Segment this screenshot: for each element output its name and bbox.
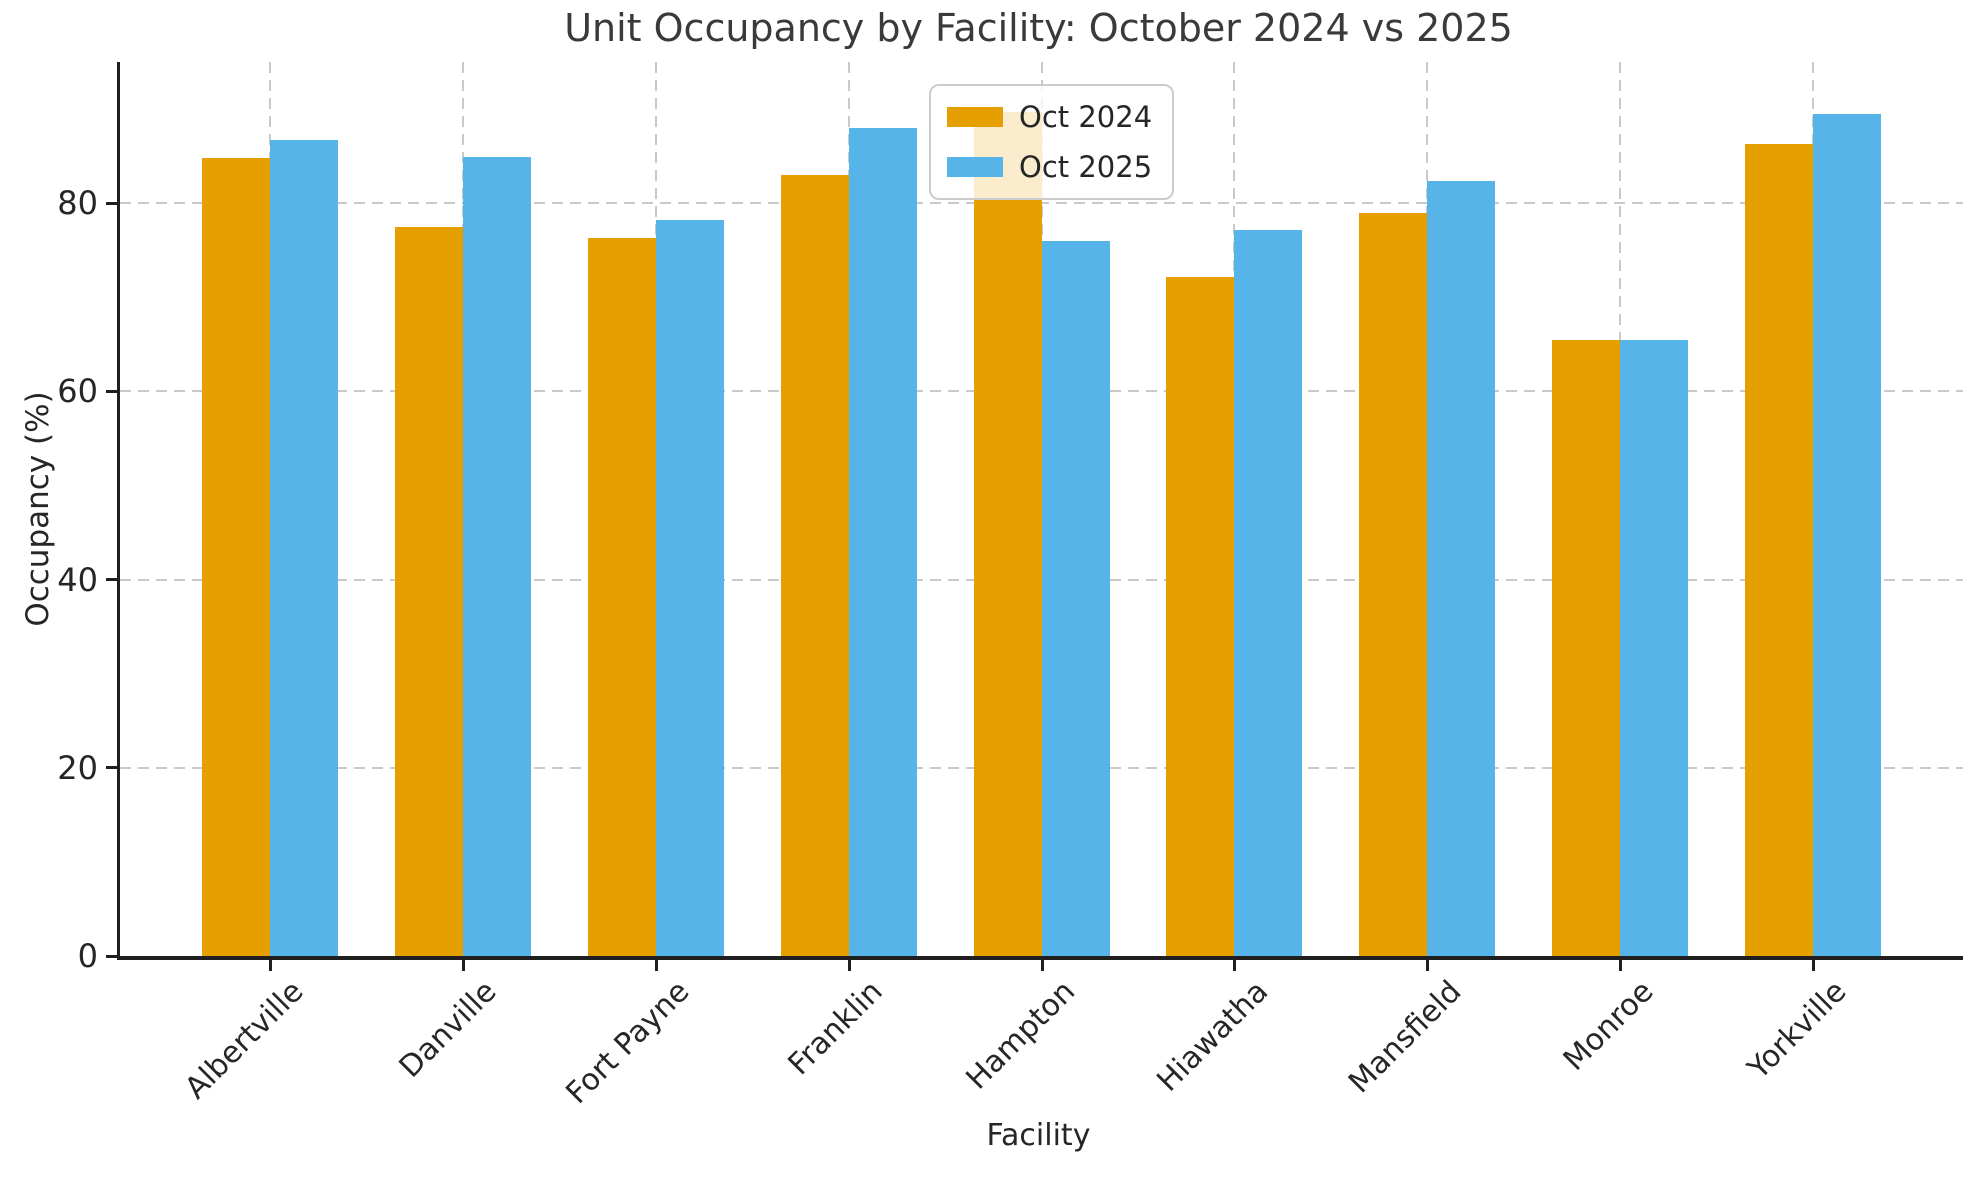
bar-oct-2024-hampton: [973, 111, 1042, 956]
x-tick-mark-hiawatha: [1233, 960, 1237, 971]
y-axis-label: Occupancy (%): [20, 391, 56, 627]
y-tick-mark-40: [106, 578, 117, 582]
bar-oct-2025-albertville: [270, 140, 338, 956]
bar-oct-2024-albertville: [202, 158, 270, 956]
bars-layer: Albertville Danville Fort Payne Franklin Ham…: [120, 62, 1963, 1111]
bar-group-yorkville: Yorkville: [1742, 62, 1881, 1086]
y-tick-mark-60: [106, 389, 117, 393]
legend-label-oct-2025: Oct 2025: [1019, 150, 1153, 184]
plot-area: 0 20 40 60 80 Albertville Danville Fort Payne Fr…: [57, 62, 1963, 1111]
legend: Oct 2024 Oct 2025: [929, 84, 1175, 200]
x-tick-mark-danville: [461, 960, 465, 971]
bar-group-hampton: Hampton: [960, 62, 1110, 1097]
x-tick-mark-albertville: [269, 960, 272, 971]
bar-oct-2024-fort-payne: [587, 237, 656, 956]
x-tick-label-fort-payne: Fort Payne: [559, 974, 697, 1111]
legend-label-oct-2024: Oct 2024: [1019, 100, 1153, 134]
x-tick-mark-franklin: [847, 960, 851, 971]
x-tick-mark-mansfield: [1426, 960, 1430, 971]
bar-group-albertville: Albertville: [179, 62, 338, 1106]
legend-swatch-oct-2024: [947, 107, 1003, 127]
bar-oct-2025-danville: [462, 157, 531, 956]
bar-group-franklin: Franklin: [780, 62, 917, 1082]
bar-oct-2024-hiawatha: [1166, 276, 1235, 956]
x-tick-mark-monroe: [1619, 960, 1623, 971]
x-tick-mark-fort-payne: [654, 960, 658, 971]
y-tick-mark-0: [106, 954, 117, 958]
bar-group-mansfield: Mansfield: [1342, 62, 1496, 1100]
bar-oct-2025-hiawatha: [1234, 230, 1303, 956]
x-tick-label-franklin: Franklin: [781, 974, 890, 1083]
bar-oct-2024-yorkville: [1745, 143, 1813, 956]
chart-title: Unit Occupancy by Facility: October 2024…: [564, 6, 1513, 50]
x-tick-label-monroe: Monroe: [1557, 974, 1661, 1078]
y-tick-label-20: 20: [57, 748, 98, 787]
y-tick-mark-80: [106, 201, 117, 205]
bar-oct-2025-franklin: [848, 127, 917, 956]
x-tick-label-danville: Danville: [392, 974, 504, 1085]
x-axis-label: Facility: [986, 1118, 1091, 1153]
bar-oct-2025-fort-payne: [655, 220, 724, 956]
x-tick-label-hiawatha: Hiawatha: [1150, 974, 1276, 1099]
y-tick-label-60: 60: [57, 372, 98, 411]
bar-oct-2025-yorkville: [1813, 113, 1881, 956]
bar-oct-2024-monroe: [1552, 339, 1621, 956]
legend-entry-oct-2024: Oct 2024: [947, 100, 1152, 134]
y-tick-mark-20: [106, 766, 117, 770]
bar-group-hiawatha: Hiawatha: [1150, 62, 1303, 1099]
x-tick-label-yorkville: Yorkville: [1741, 974, 1854, 1087]
bar-oct-2025-mansfield: [1427, 180, 1496, 956]
bar-oct-2025-monroe: [1620, 339, 1689, 956]
y-tick-label-40: 40: [57, 560, 98, 599]
x-tick-label-hampton: Hampton: [959, 974, 1083, 1097]
bar-group-danville: Danville: [393, 62, 531, 1085]
bar-group-fort-payne: Fort Payne: [560, 62, 724, 1111]
bar-group-monroe: Monroe: [1552, 62, 1689, 1078]
y-tick-label-0: 0: [77, 937, 98, 975]
x-tick-label-mansfield: Mansfield: [1341, 974, 1468, 1101]
y-tick-label-80: 80: [57, 184, 98, 223]
x-tick-label-albertville: Albertville: [178, 974, 311, 1106]
legend-entry-oct-2025: Oct 2025: [947, 150, 1152, 184]
x-tick-mark-yorkville: [1812, 960, 1815, 971]
legend-swatch-oct-2025: [947, 157, 1003, 177]
bar-oct-2025-hampton: [1041, 240, 1110, 956]
bar-oct-2024-danville: [394, 226, 463, 956]
bar-oct-2024-franklin: [780, 174, 849, 956]
x-tick-mark-hampton: [1040, 960, 1044, 971]
bar-oct-2024-mansfield: [1359, 212, 1428, 956]
